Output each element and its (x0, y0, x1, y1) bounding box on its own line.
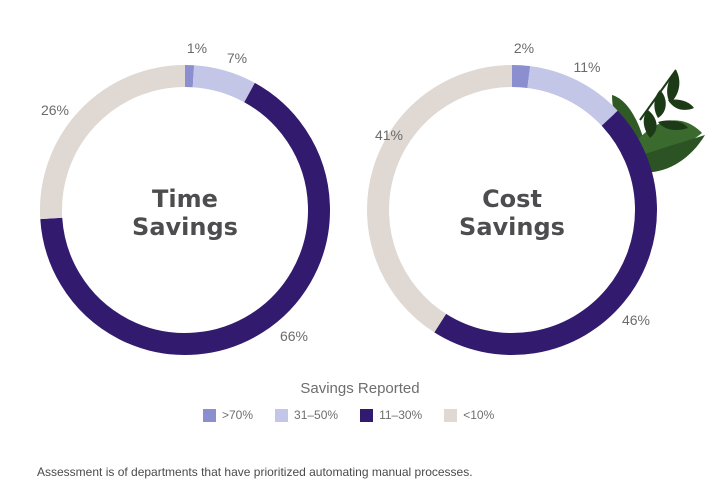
legend-item: >70% (203, 408, 253, 422)
donut-segment (40, 65, 186, 220)
donut-center-title: Savings (132, 213, 238, 241)
legend-item: <10% (444, 408, 494, 422)
legend-swatch (444, 408, 458, 422)
donut-center-title: Cost (482, 185, 542, 213)
legend: >70% 31–50% 11–30% <10% (203, 408, 494, 422)
legend-label: <10% (463, 408, 495, 422)
legend-item: 31–50% (275, 408, 338, 422)
legend-item: 11–30% (360, 408, 422, 422)
donut-segment (511, 65, 531, 88)
donut-segment (40, 82, 330, 355)
data-label: 7% (227, 50, 247, 66)
donut-segment (434, 110, 657, 355)
data-label: 66% (280, 328, 308, 344)
donut-segment (192, 65, 255, 103)
legend-label: 11–30% (379, 408, 423, 422)
legend-label: >70% (222, 408, 254, 422)
donut-center-title: Time (152, 185, 218, 213)
legend-label: 31–50% (294, 408, 339, 422)
footnote: Assessment is of departments that have p… (37, 465, 473, 479)
data-label: 41% (375, 127, 403, 143)
legend-title: Savings Reported (300, 380, 420, 397)
donut-segment (527, 66, 618, 127)
data-label: 1% (187, 40, 207, 56)
data-label: 11% (574, 59, 601, 75)
donut-segment (367, 65, 513, 333)
data-label: 26% (41, 102, 69, 118)
data-label: 46% (622, 312, 650, 328)
legend-swatch (360, 408, 374, 422)
legend-swatch (275, 408, 289, 422)
data-label: 2% (514, 40, 534, 56)
legend-swatch (203, 408, 216, 422)
donut-center-title: Savings (459, 213, 565, 241)
